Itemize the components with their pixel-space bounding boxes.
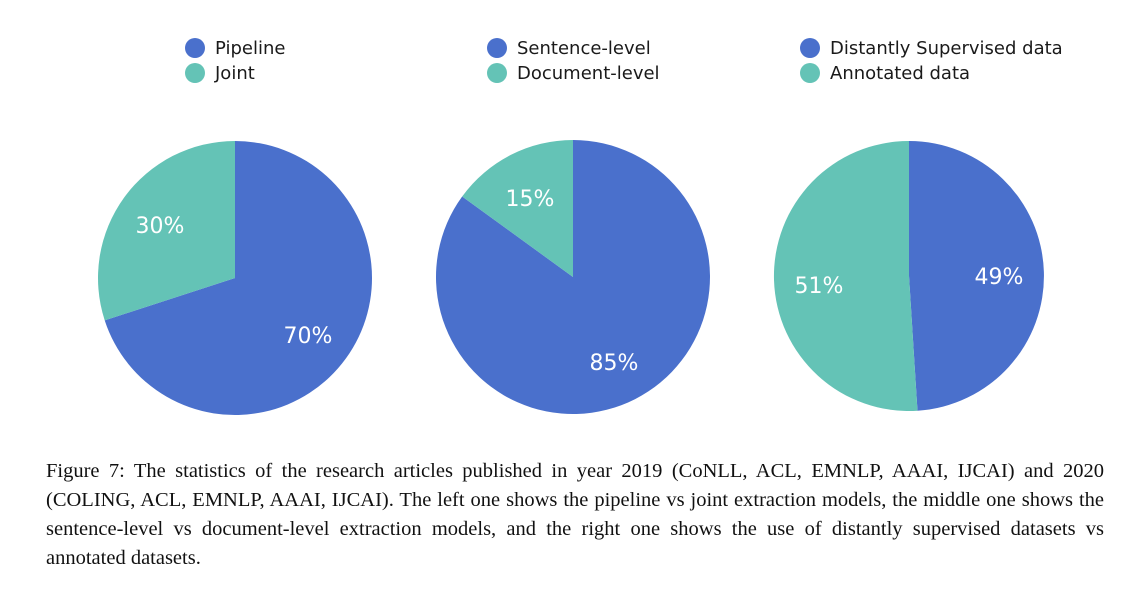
- pie-slice-sentence-level: [435, 140, 710, 414]
- figure-caption: Figure 7: The statistics of the research…: [46, 460, 1104, 569]
- legend-swatch-annotated: [800, 63, 820, 83]
- slice-label-pipeline: 70%: [284, 324, 333, 349]
- pie-chart-1: Pipeline Joint 70% 30%: [98, 38, 373, 416]
- pie-charts: Pipeline Joint 70% 30% Sentence-level Do…: [98, 38, 1063, 416]
- legend-1: Pipeline Joint: [185, 38, 285, 84]
- slice-label-distantly-supervised: 49%: [975, 265, 1024, 290]
- slice-label-document-level: 15%: [506, 187, 555, 212]
- legend-swatch-pipeline: [185, 38, 205, 58]
- legend-3: Distantly Supervised data Annotated data: [800, 38, 1063, 84]
- pie-slice-annotated: [773, 140, 918, 412]
- legend-swatch-distantly-supervised: [800, 38, 820, 58]
- legend-swatch-document-level: [487, 63, 507, 83]
- legend-label-joint: Joint: [214, 63, 255, 84]
- legend-label-document-level: Document-level: [517, 63, 660, 84]
- legend-label-distantly-supervised: Distantly Supervised data: [830, 38, 1063, 59]
- pie-slice-document-level: [462, 140, 573, 277]
- legend-2: Sentence-level Document-level: [487, 38, 660, 84]
- slice-label-sentence-level: 85%: [590, 351, 639, 376]
- legend-label-pipeline: Pipeline: [215, 38, 285, 59]
- legend-label-annotated: Annotated data: [830, 63, 970, 84]
- pie-chart-2: Sentence-level Document-level 85% 15%: [435, 38, 710, 414]
- legend-swatch-joint: [185, 63, 205, 83]
- legend-label-sentence-level: Sentence-level: [517, 38, 651, 59]
- pie-slice-pipeline: [104, 141, 373, 416]
- pie-slice-distantly-supervised: [909, 141, 1044, 411]
- slice-label-joint: 30%: [136, 214, 185, 239]
- pie-chart-3: Distantly Supervised data Annotated data…: [773, 38, 1063, 412]
- pie-slice-joint: [98, 141, 235, 321]
- slice-label-annotated: 51%: [795, 274, 844, 299]
- legend-swatch-sentence-level: [487, 38, 507, 58]
